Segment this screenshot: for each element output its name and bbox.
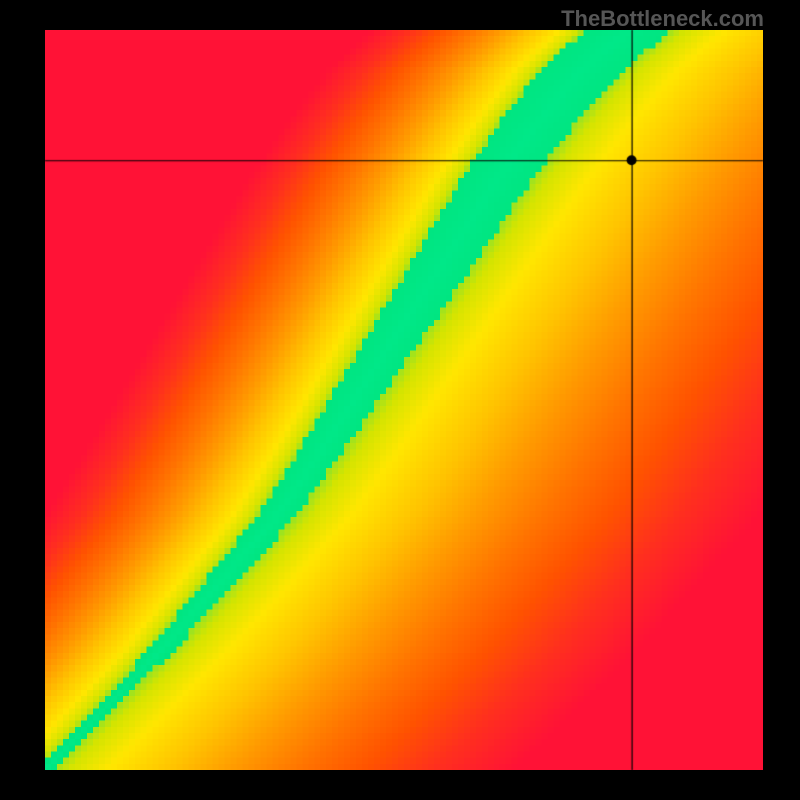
chart-stage: TheBottleneck.com — [0, 0, 800, 800]
watermark-text: TheBottleneck.com — [561, 6, 764, 32]
heatmap-canvas — [45, 30, 763, 770]
